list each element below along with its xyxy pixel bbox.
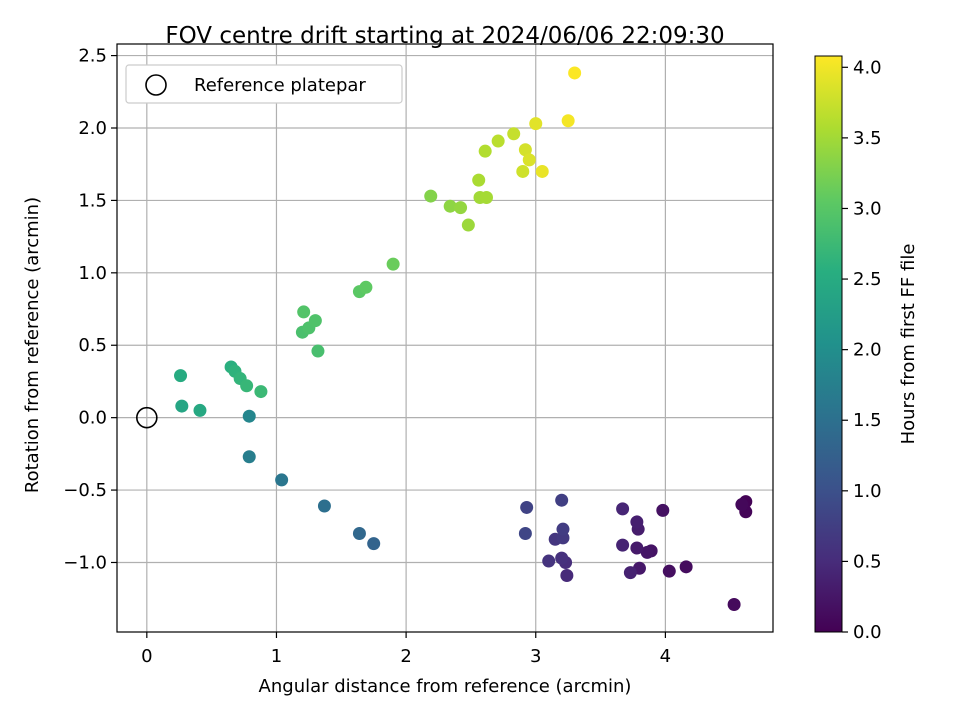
data-point — [367, 537, 381, 551]
colorbar-tick-label: 1.5 — [853, 410, 882, 431]
data-point — [568, 66, 582, 80]
data-point — [491, 134, 505, 148]
legend-box — [125, 64, 403, 104]
y-tick-label: −1.0 — [63, 552, 107, 573]
y-axis-label: Rotation from reference (arcmin) — [22, 197, 43, 493]
data-point — [735, 498, 749, 512]
data-point — [555, 551, 569, 565]
data-point — [254, 385, 268, 399]
data-point — [560, 569, 574, 583]
data-point — [623, 566, 637, 580]
data-point — [561, 114, 575, 128]
data-point — [193, 403, 207, 417]
data-point — [240, 379, 254, 393]
data-point — [529, 117, 543, 131]
data-points — [174, 66, 753, 611]
colorbar-tick-label: 3.0 — [853, 198, 882, 219]
data-point — [386, 257, 400, 271]
y-tick-label: 1.5 — [78, 190, 107, 211]
data-point — [174, 369, 188, 383]
x-axis-ticks: 0 1 2 3 4 — [141, 632, 671, 667]
grid-lines — [117, 44, 773, 632]
colorbar-tick-label: 4.0 — [853, 57, 882, 78]
colorbar-tick-label: 1.0 — [853, 481, 882, 502]
data-point — [556, 522, 570, 536]
colorbar — [814, 55, 843, 633]
data-point — [516, 164, 530, 178]
data-point — [461, 218, 475, 232]
colorbar-tick-label: 2.0 — [853, 340, 882, 361]
x-tick-label: 4 — [660, 646, 671, 667]
data-point — [297, 305, 311, 319]
x-axis-label: Angular distance from reference (arcmin) — [259, 676, 632, 697]
y-tick-label: −0.5 — [63, 480, 107, 501]
x-tick-label: 1 — [271, 646, 282, 667]
data-point — [555, 493, 569, 507]
data-point — [679, 560, 693, 574]
data-point — [616, 538, 630, 552]
data-point — [520, 500, 534, 514]
data-point — [522, 153, 536, 167]
data-point — [242, 409, 256, 423]
data-point — [616, 502, 630, 516]
data-point — [175, 399, 189, 413]
x-tick-label: 2 — [400, 646, 411, 667]
legend-label: Reference platepar — [194, 75, 366, 96]
data-point — [535, 164, 549, 178]
data-point — [507, 127, 521, 141]
data-point — [424, 189, 438, 203]
y-tick-label: 1.0 — [78, 263, 107, 284]
colorbar-tick-label: 0.0 — [853, 622, 882, 643]
data-point — [662, 564, 676, 578]
legend-reference-icon — [145, 74, 167, 96]
x-tick-label: 0 — [141, 646, 152, 667]
data-point — [311, 344, 325, 358]
data-point — [443, 199, 457, 213]
y-tick-label: 0.0 — [78, 408, 107, 429]
reference-platepar-marker — [136, 406, 158, 429]
data-point — [242, 450, 256, 464]
y-tick-label: 2.5 — [78, 46, 107, 67]
data-point — [479, 191, 493, 205]
data-point — [518, 527, 532, 541]
data-point — [359, 280, 373, 294]
plot-frame — [116, 43, 774, 633]
colorbar-tick-label: 0.5 — [853, 551, 882, 572]
data-point — [275, 473, 289, 487]
data-point — [317, 499, 331, 513]
data-point — [542, 554, 556, 568]
legend: Reference platepar — [125, 64, 403, 104]
data-point — [630, 515, 644, 529]
colorbar-tick-label: 3.5 — [853, 128, 882, 149]
data-point — [518, 143, 532, 157]
colorbar-ticks: 0.0 0.5 1.0 1.5 2.0 2.5 3.0 3.5 4.0 — [842, 57, 882, 643]
chart-title: FOV centre drift starting at 2024/06/06 … — [165, 23, 724, 49]
colorbar-label: Hours from first FF file — [898, 244, 919, 445]
x-tick-label: 3 — [530, 646, 541, 667]
data-point — [640, 545, 654, 559]
y-tick-label: 0.5 — [78, 335, 107, 356]
data-point — [656, 503, 670, 517]
y-tick-label: 2.0 — [78, 118, 107, 139]
colorbar-tick-label: 2.5 — [853, 269, 882, 290]
y-axis-ticks: −1.0 −0.5 0.0 0.5 1.0 1.5 2.0 2.5 — [63, 46, 117, 573]
data-point — [478, 144, 492, 158]
data-point — [308, 314, 322, 328]
data-point — [727, 597, 741, 611]
data-point — [630, 541, 644, 555]
data-point — [472, 173, 486, 187]
data-point — [352, 527, 366, 541]
data-point — [454, 201, 468, 215]
